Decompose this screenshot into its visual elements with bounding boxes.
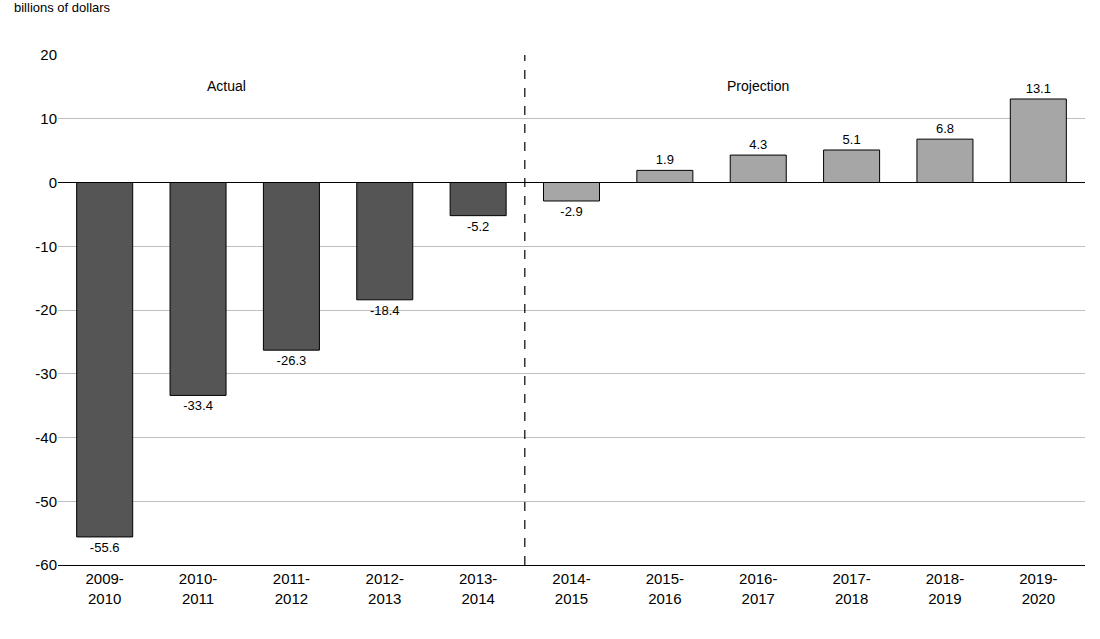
svg-text:6.8: 6.8 — [936, 121, 954, 136]
svg-text:-33.4: -33.4 — [183, 398, 213, 413]
svg-text:13.1: 13.1 — [1026, 81, 1051, 96]
svg-text:-20: -20 — [35, 301, 57, 318]
svg-text:2011-2012: 2011-2012 — [273, 570, 310, 607]
svg-text:4.3: 4.3 — [749, 137, 767, 152]
svg-text:2016-2017: 2016-2017 — [739, 570, 777, 607]
svg-text:2014-2015: 2014-2015 — [552, 570, 590, 607]
svg-text:-26.3: -26.3 — [277, 353, 307, 368]
svg-text:-40: -40 — [35, 429, 57, 446]
svg-text:billions of dollars: billions of dollars — [14, 0, 111, 15]
svg-text:-60: -60 — [35, 556, 57, 573]
svg-text:5.1: 5.1 — [843, 132, 861, 147]
svg-text:-5.2: -5.2 — [467, 219, 489, 234]
svg-text:-2.9: -2.9 — [560, 204, 582, 219]
svg-text:2009-2010: 2009-2010 — [85, 570, 123, 607]
svg-text:-30: -30 — [35, 365, 57, 382]
svg-text:2017-2018: 2017-2018 — [832, 570, 870, 607]
svg-text:2015-2016: 2015-2016 — [646, 570, 684, 607]
svg-text:-50: -50 — [35, 493, 57, 510]
svg-text:1.9: 1.9 — [656, 152, 674, 167]
svg-text:2018-2019: 2018-2019 — [926, 570, 964, 607]
svg-text:20: 20 — [40, 46, 57, 63]
svg-text:-18.4: -18.4 — [370, 303, 400, 318]
svg-text:0: 0 — [49, 174, 57, 191]
svg-text:Projection: Projection — [727, 78, 789, 94]
svg-text:-10: -10 — [35, 238, 57, 255]
svg-text:2010-2011: 2010-2011 — [179, 570, 217, 607]
svg-text:2012-2013: 2012-2013 — [366, 570, 404, 607]
svg-text:Actual: Actual — [207, 78, 246, 94]
svg-text:-55.6: -55.6 — [90, 540, 120, 555]
svg-text:2019-2020: 2019-2020 — [1019, 570, 1057, 607]
svg-text:2013-2014: 2013-2014 — [459, 570, 497, 607]
svg-text:10: 10 — [40, 110, 57, 127]
